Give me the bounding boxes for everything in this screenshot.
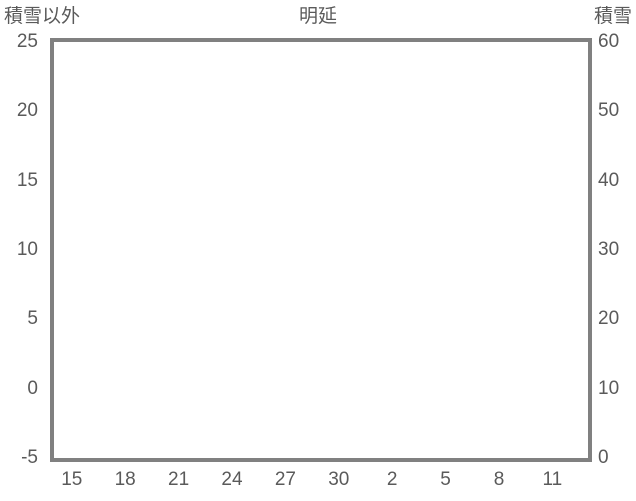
left-axis-tick: 20 [16, 100, 38, 122]
right-axis-tick: 20 [598, 308, 620, 330]
right-axis-tick: 10 [598, 377, 620, 399]
right-axis-tick: 40 [598, 169, 620, 191]
plot-area [50, 38, 592, 462]
left-axis-tick: 15 [16, 169, 38, 191]
x-axis-tick: 18 [114, 469, 136, 490]
x-axis-tick: 8 [493, 469, 505, 490]
right-axis-tick: 0 [598, 447, 609, 468]
left-axis-tick: 5 [27, 308, 38, 330]
x-axis-tick: 30 [328, 469, 350, 490]
left-axis-tick: 0 [27, 377, 38, 399]
left-axis-tick: 10 [16, 239, 38, 260]
x-axis-tick: 27 [274, 469, 296, 490]
right-axis-title: 積雪 [593, 6, 632, 27]
left-axis-tick: -5 [21, 447, 38, 468]
x-axis-tick: 11 [542, 469, 563, 490]
right-axis-tick: 50 [598, 100, 620, 122]
x-axis-tick: 24 [221, 469, 243, 490]
x-axis-tick: 21 [168, 469, 190, 490]
chart-title: 明延 [298, 6, 337, 27]
right-axis-tick: 30 [598, 239, 620, 260]
right-axis-tick: 60 [598, 31, 620, 52]
x-axis-tick: 5 [440, 469, 451, 490]
plot-border [50, 38, 592, 462]
left-axis-tick: 25 [16, 31, 38, 52]
left-axis-title: 積雪以外 [4, 6, 81, 27]
x-axis-tick: 15 [61, 469, 83, 490]
x-axis-tick: 2 [386, 469, 398, 490]
